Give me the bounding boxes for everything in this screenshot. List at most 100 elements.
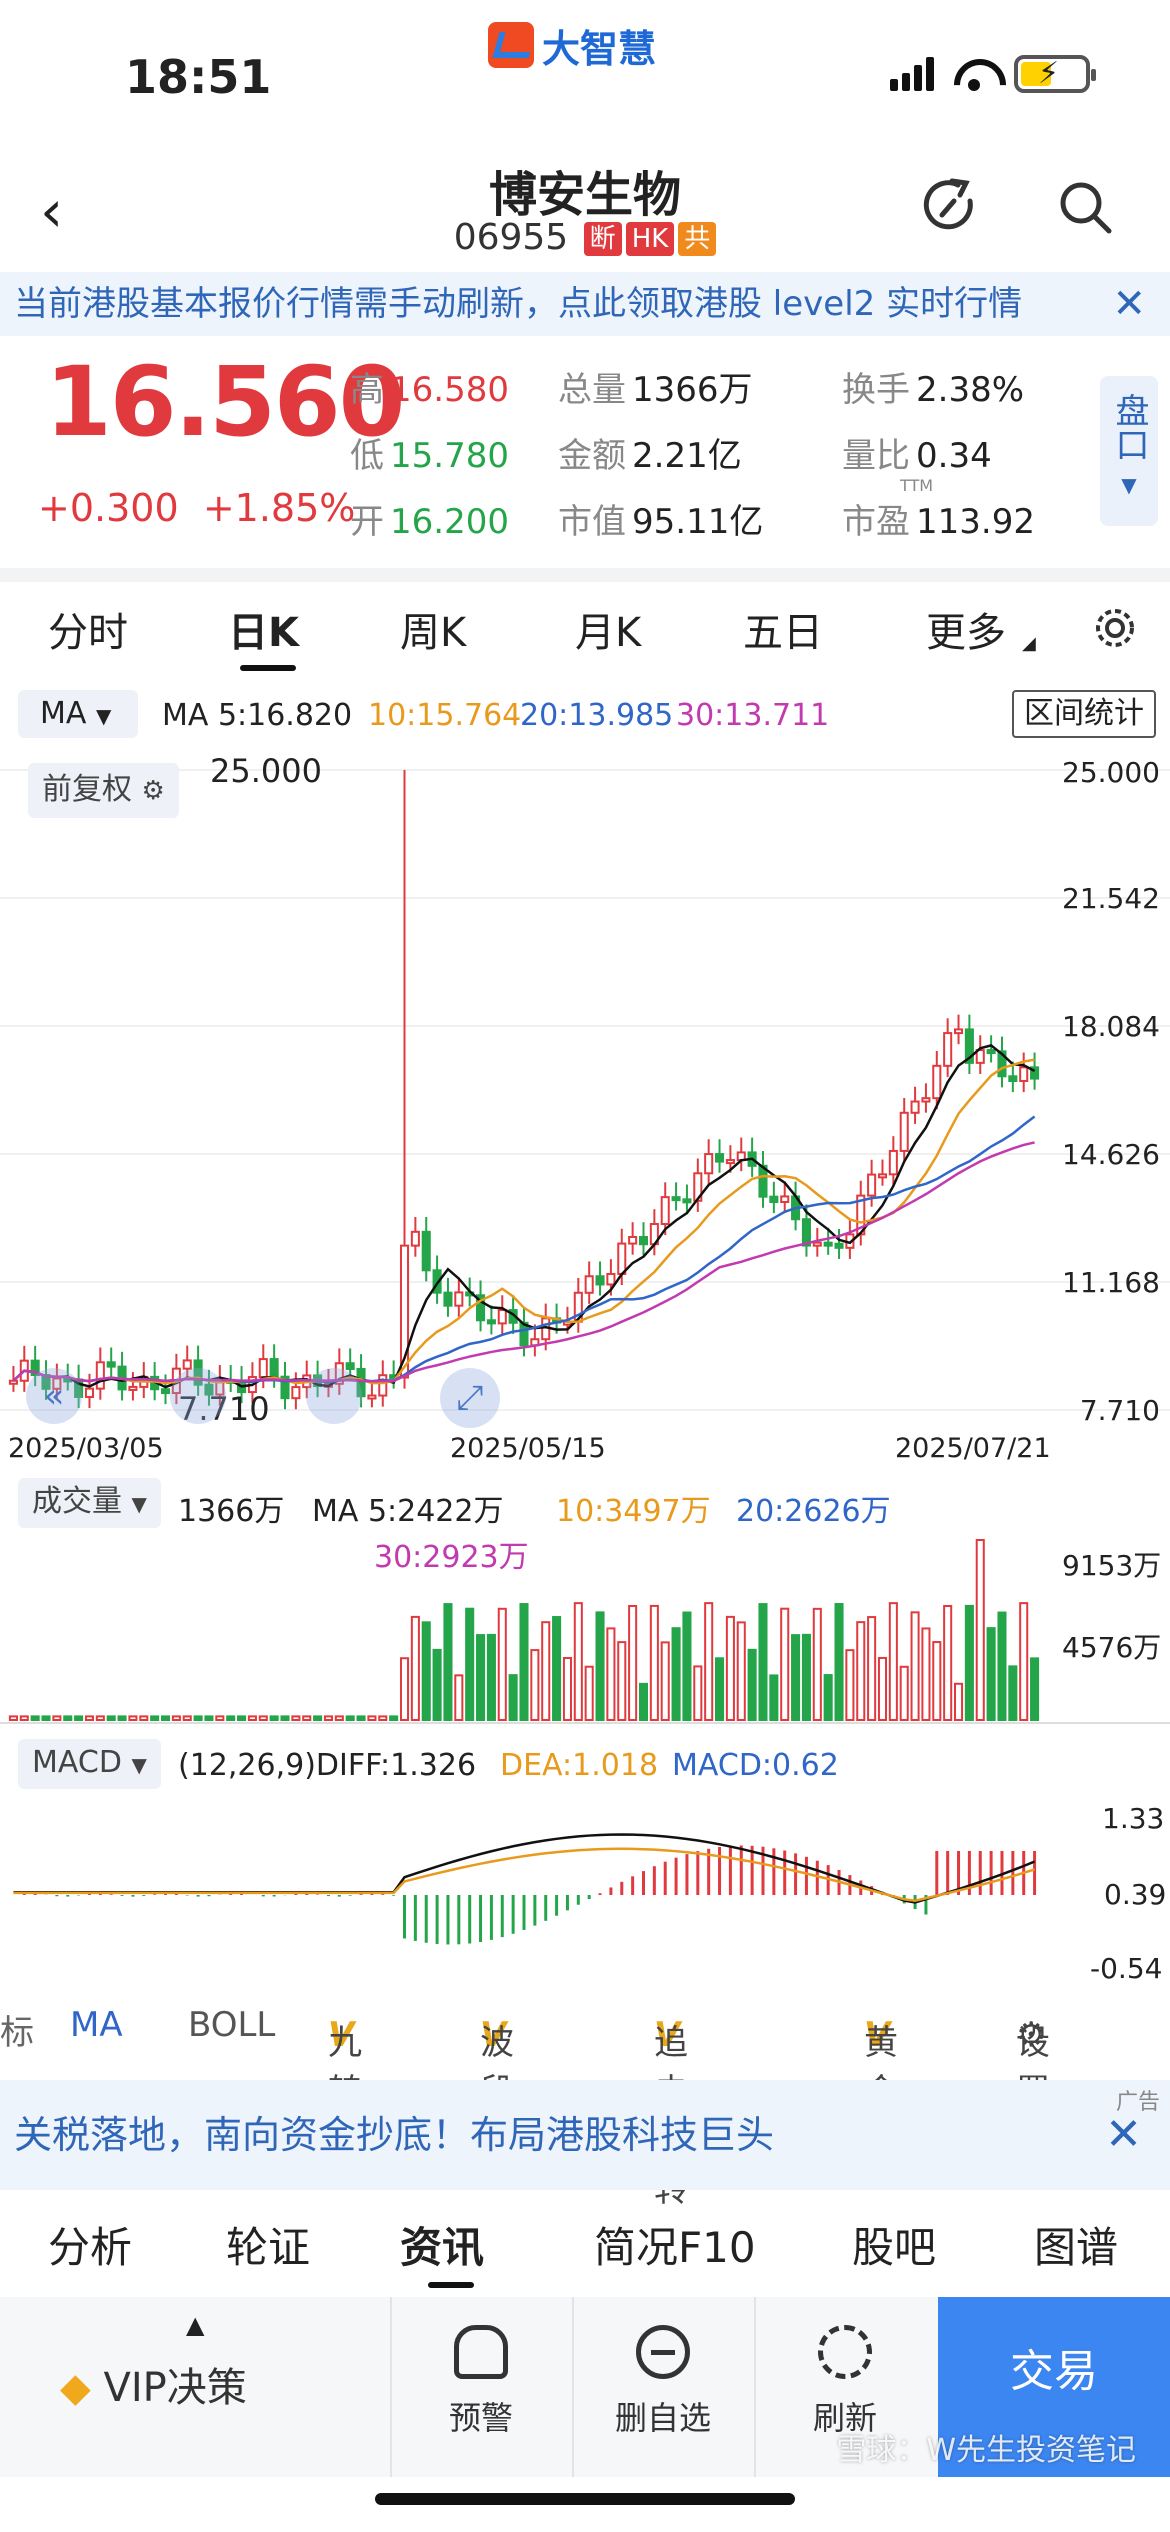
candle-body bbox=[888, 1149, 898, 1176]
range-stats-button[interactable]: 区间统计 bbox=[1012, 690, 1156, 738]
zoom-in-icon[interactable] bbox=[306, 1368, 362, 1424]
volume-bar bbox=[877, 1656, 888, 1721]
refresh-button[interactable]: 刷新 bbox=[754, 2297, 934, 2477]
volume-bar bbox=[932, 1641, 942, 1721]
macd-selector[interactable]: MACD ▼ bbox=[18, 1739, 161, 1789]
volume-bar bbox=[52, 1715, 62, 1721]
candle-body bbox=[421, 1230, 431, 1272]
volume-bar bbox=[584, 1665, 594, 1721]
candle-body bbox=[682, 1198, 692, 1204]
volume-bar bbox=[30, 1715, 40, 1721]
volume-bar bbox=[769, 1674, 779, 1721]
tab-minute[interactable]: 分时 bbox=[48, 610, 128, 656]
bell-icon bbox=[454, 2325, 508, 2379]
candle-body bbox=[595, 1275, 605, 1286]
volume-bar bbox=[84, 1715, 95, 1721]
zoom-out-icon[interactable] bbox=[170, 1368, 226, 1424]
kline-min-label: 7.710 bbox=[178, 1390, 270, 1428]
fullscreen-icon[interactable]: ⤢ bbox=[440, 1368, 500, 1428]
scroll-left-icon[interactable]: « bbox=[26, 1368, 82, 1424]
alert-button[interactable]: 预警 bbox=[390, 2297, 570, 2477]
tab-warrants[interactable]: 轮证 bbox=[226, 2223, 311, 2272]
candle-body bbox=[801, 1218, 811, 1247]
candle-body bbox=[638, 1236, 649, 1246]
indicator-tab-boll[interactable]: BOLL bbox=[188, 2005, 276, 2045]
pankou-button[interactable]: 盘口 ▼ bbox=[1100, 376, 1158, 526]
low-cell: 低 15.780 bbox=[350, 436, 509, 476]
volume-bar bbox=[791, 1634, 801, 1721]
macd-chart[interactable] bbox=[0, 1735, 1170, 1985]
macd-tick-low: -0.54 bbox=[1090, 1952, 1163, 1985]
indicator-tab-cut[interactable]: 标 bbox=[0, 2013, 34, 2053]
gear-icon: ⚙ bbox=[1016, 2015, 1047, 2055]
volume-bar bbox=[74, 1715, 84, 1721]
candle-body bbox=[378, 1374, 388, 1397]
tab-forum[interactable]: 股吧 bbox=[852, 2223, 937, 2272]
volume-chart[interactable] bbox=[0, 1475, 1170, 1725]
macd-tick-high: 1.33 bbox=[1102, 1802, 1165, 1835]
volume-bar bbox=[63, 1715, 73, 1721]
candle-body bbox=[476, 1294, 486, 1322]
candle-body bbox=[921, 1097, 931, 1103]
back-icon[interactable]: ‹ bbox=[40, 177, 64, 245]
tab-monthly-k[interactable]: 月K bbox=[575, 610, 642, 656]
candle-body bbox=[128, 1385, 138, 1391]
tab-graph[interactable]: 图谱 bbox=[1034, 2223, 1119, 2272]
tab-more[interactable]: 更多 bbox=[926, 610, 1006, 656]
volume-bar bbox=[986, 1627, 996, 1721]
stock-code: 06955 bbox=[453, 217, 569, 258]
close-icon[interactable]: ✕ bbox=[1105, 2109, 1142, 2160]
tab-f10[interactable]: 简况F10 bbox=[594, 2223, 756, 2272]
tab-analysis[interactable]: 分析 bbox=[48, 2223, 133, 2272]
volume-bar bbox=[617, 1641, 627, 1722]
volume-bar bbox=[715, 1657, 725, 1721]
close-icon[interactable]: ✕ bbox=[1112, 281, 1146, 327]
trade-button[interactable]: 交易 bbox=[938, 2297, 1170, 2477]
divider bbox=[0, 568, 1170, 582]
candle-body bbox=[975, 1049, 985, 1064]
vip-decision-button[interactable]: ◆ VIP决策 bbox=[60, 2365, 247, 2411]
open-cell: 开 16.200 bbox=[350, 502, 509, 542]
gear-icon[interactable] bbox=[1092, 605, 1138, 651]
candle-body bbox=[671, 1196, 681, 1202]
ma10-value: 10:15.764 bbox=[368, 698, 522, 733]
volume-bar bbox=[443, 1603, 453, 1721]
tab-news[interactable]: 资讯 bbox=[400, 2223, 485, 2272]
fuquan-selector[interactable]: 前复权 ⚙ bbox=[28, 763, 179, 818]
volume-bar bbox=[801, 1633, 811, 1721]
level2-notice-text: 当前港股基本报价行情需手动刷新，点此领取港股 level2 实时行情 bbox=[14, 284, 1023, 324]
tab-five-day[interactable]: 五日 bbox=[743, 610, 823, 656]
search-icon[interactable] bbox=[1055, 177, 1115, 237]
volume-bar bbox=[323, 1715, 333, 1721]
volume-bar bbox=[215, 1715, 225, 1721]
volume-bar bbox=[356, 1715, 366, 1721]
macd-params: (12,26,9)DIFF:1.326 bbox=[178, 1748, 477, 1783]
macd-tick-mid: 0.39 bbox=[1104, 1878, 1167, 1911]
minus-circle-icon bbox=[636, 2325, 690, 2379]
indicator-tab-ma[interactable]: MA bbox=[70, 2005, 123, 2045]
volume-bar bbox=[399, 1657, 410, 1721]
volume-bar bbox=[997, 1611, 1007, 1722]
volume-bar bbox=[182, 1715, 192, 1721]
volume-bar bbox=[128, 1715, 138, 1721]
ad-banner[interactable]: 关税落地，南向资金抄底！布局港股科技巨头 广告 ✕ bbox=[0, 2080, 1170, 2190]
volume-bar bbox=[573, 1602, 583, 1722]
candle-body bbox=[269, 1358, 279, 1378]
volume-bar bbox=[378, 1715, 388, 1721]
kline-chart[interactable]: 25.000 21.542 18.084 14.626 11.168 7.710 2025/… bbox=[0, 745, 1170, 1465]
candle-body bbox=[95, 1361, 105, 1390]
volume-bar bbox=[313, 1715, 323, 1721]
volume-bar bbox=[541, 1621, 551, 1721]
tab-weekly-k[interactable]: 周K bbox=[400, 610, 467, 656]
volume-selector[interactable]: 成交量 ▼ bbox=[18, 1478, 161, 1528]
level2-notice-banner[interactable]: 当前港股基本报价行情需手动刷新，点此领取港股 level2 实时行情 ✕ bbox=[0, 272, 1170, 336]
ma-selector[interactable]: MA ▼ bbox=[18, 690, 138, 738]
share-refresh-icon[interactable] bbox=[918, 175, 982, 239]
mktcap-cell: 市值 95.11亿 bbox=[558, 502, 764, 542]
remove-watchlist-button[interactable]: 删自选 bbox=[572, 2297, 752, 2477]
tab-daily-k[interactable]: 日K bbox=[228, 610, 299, 656]
volume-bar bbox=[410, 1615, 420, 1722]
expand-up-icon[interactable]: ▲ bbox=[186, 2311, 205, 2339]
candle-body bbox=[193, 1359, 203, 1386]
candle-body bbox=[356, 1367, 366, 1398]
